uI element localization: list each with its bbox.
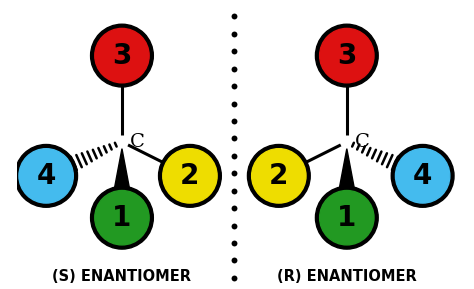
Point [230, 206, 238, 210]
Ellipse shape [395, 149, 450, 203]
Ellipse shape [163, 149, 217, 203]
Point [230, 119, 238, 123]
Text: C: C [355, 133, 370, 151]
Ellipse shape [247, 144, 310, 207]
Point [230, 66, 238, 71]
Ellipse shape [19, 149, 73, 203]
Ellipse shape [159, 144, 221, 207]
Ellipse shape [319, 28, 374, 83]
Text: (S) ENANTIOMER: (S) ENANTIOMER [53, 269, 191, 284]
Ellipse shape [91, 186, 153, 249]
Text: C: C [130, 133, 145, 151]
Point [230, 49, 238, 53]
Point [230, 14, 238, 19]
Text: 4: 4 [36, 162, 56, 190]
Point [230, 258, 238, 263]
Point [230, 153, 238, 158]
Point [230, 241, 238, 245]
Text: 2: 2 [269, 162, 289, 190]
Point [230, 101, 238, 106]
Text: 4: 4 [413, 162, 432, 190]
Ellipse shape [91, 24, 153, 87]
Ellipse shape [391, 144, 454, 207]
Text: 1: 1 [337, 204, 356, 232]
Text: 1: 1 [112, 204, 132, 232]
Point [230, 275, 238, 280]
Ellipse shape [95, 28, 149, 83]
Text: 2: 2 [180, 162, 200, 190]
Polygon shape [115, 149, 129, 187]
Text: (R) ENANTIOMER: (R) ENANTIOMER [277, 269, 417, 284]
Point [230, 136, 238, 141]
Polygon shape [339, 149, 354, 187]
Ellipse shape [15, 144, 78, 207]
Point [230, 223, 238, 228]
Point [230, 188, 238, 193]
Ellipse shape [252, 149, 306, 203]
Point [230, 171, 238, 176]
Text: 3: 3 [337, 42, 356, 70]
Point [230, 32, 238, 36]
Ellipse shape [315, 186, 378, 249]
Text: 3: 3 [112, 42, 132, 70]
Ellipse shape [319, 190, 374, 245]
Ellipse shape [315, 24, 378, 87]
Ellipse shape [95, 190, 149, 245]
Point [230, 84, 238, 88]
